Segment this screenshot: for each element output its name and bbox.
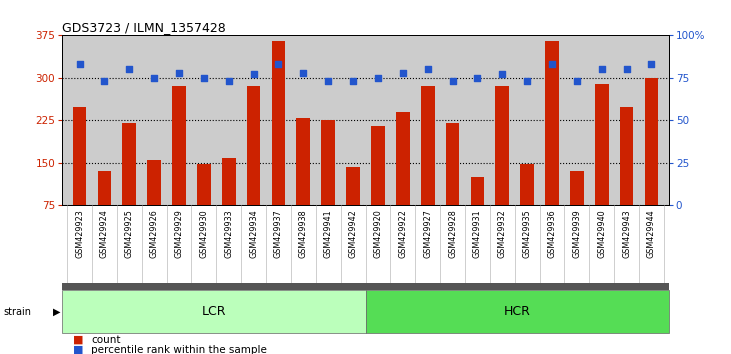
Bar xyxy=(570,171,583,248)
Text: GSM429944: GSM429944 xyxy=(647,209,656,258)
Text: percentile rank within the sample: percentile rank within the sample xyxy=(91,345,268,354)
Point xyxy=(322,79,334,84)
Bar xyxy=(322,120,335,248)
Text: GSM429938: GSM429938 xyxy=(299,209,308,258)
Point xyxy=(148,75,160,81)
Point xyxy=(471,75,483,81)
Point xyxy=(621,67,632,72)
Text: GSM429930: GSM429930 xyxy=(200,209,208,258)
Text: GDS3723 / ILMN_1357428: GDS3723 / ILMN_1357428 xyxy=(62,21,226,34)
Text: GSM429943: GSM429943 xyxy=(622,209,631,258)
Text: strain: strain xyxy=(4,307,31,316)
Point xyxy=(546,62,558,67)
Point xyxy=(372,75,384,81)
Point xyxy=(596,67,607,72)
Text: ▶: ▶ xyxy=(53,307,60,316)
Point xyxy=(74,62,86,67)
Point xyxy=(99,79,110,84)
Bar xyxy=(122,123,136,248)
Bar xyxy=(446,123,459,248)
Bar xyxy=(247,86,260,248)
Bar xyxy=(645,78,659,248)
Point xyxy=(173,70,185,76)
Text: LCR: LCR xyxy=(202,305,226,318)
Bar xyxy=(371,126,385,248)
Bar xyxy=(97,171,111,248)
Text: GSM429925: GSM429925 xyxy=(125,209,134,258)
Bar xyxy=(520,164,534,248)
Text: GSM429927: GSM429927 xyxy=(423,209,432,258)
Text: GSM429935: GSM429935 xyxy=(523,209,531,258)
Bar xyxy=(496,86,509,248)
Text: GSM429934: GSM429934 xyxy=(249,209,258,258)
Text: GSM429928: GSM429928 xyxy=(448,209,457,258)
Text: GSM429937: GSM429937 xyxy=(274,209,283,258)
Point xyxy=(645,62,657,67)
Text: ■: ■ xyxy=(73,345,83,354)
Text: count: count xyxy=(91,335,121,345)
Bar xyxy=(346,167,360,248)
Text: GSM429941: GSM429941 xyxy=(324,209,333,258)
Bar xyxy=(72,107,86,248)
Bar xyxy=(148,160,161,248)
Text: GSM429933: GSM429933 xyxy=(224,209,233,258)
Bar xyxy=(272,41,285,248)
Text: GSM429940: GSM429940 xyxy=(597,209,606,258)
Bar xyxy=(396,112,409,248)
Point xyxy=(273,62,284,67)
Text: GSM429929: GSM429929 xyxy=(175,209,183,258)
Point xyxy=(298,70,309,76)
Text: GSM429936: GSM429936 xyxy=(548,209,556,258)
Text: GSM429924: GSM429924 xyxy=(100,209,109,258)
Text: GSM429920: GSM429920 xyxy=(374,209,382,258)
Text: GSM429926: GSM429926 xyxy=(150,209,159,258)
Text: GSM429931: GSM429931 xyxy=(473,209,482,258)
Bar xyxy=(595,84,609,248)
Text: GSM429922: GSM429922 xyxy=(398,209,407,258)
Point xyxy=(347,79,359,84)
Bar xyxy=(471,177,484,248)
Point xyxy=(521,79,533,84)
Text: GSM429942: GSM429942 xyxy=(349,209,357,258)
Bar xyxy=(620,107,634,248)
Bar xyxy=(545,41,558,248)
Text: ■: ■ xyxy=(73,335,83,345)
Point xyxy=(124,67,135,72)
Bar xyxy=(421,86,434,248)
Point xyxy=(223,79,235,84)
Text: GSM429932: GSM429932 xyxy=(498,209,507,258)
Point xyxy=(422,67,433,72)
Bar xyxy=(197,164,211,248)
Point xyxy=(571,79,583,84)
Text: GSM429939: GSM429939 xyxy=(572,209,581,258)
Text: GSM429923: GSM429923 xyxy=(75,209,84,258)
Point xyxy=(248,72,260,77)
Bar xyxy=(222,158,235,248)
Bar xyxy=(297,118,310,248)
Point xyxy=(397,70,409,76)
Point xyxy=(447,79,458,84)
Bar xyxy=(173,86,186,248)
Point xyxy=(496,72,508,77)
Text: HCR: HCR xyxy=(504,305,531,318)
Point xyxy=(198,75,210,81)
